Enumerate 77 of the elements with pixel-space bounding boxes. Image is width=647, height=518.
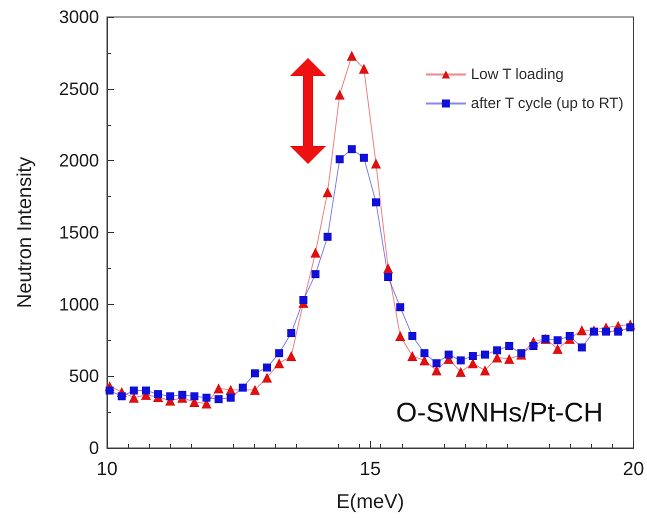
point [214,395,223,404]
point [480,365,490,376]
point [517,349,526,358]
point [130,386,138,395]
x-tick-label: 20 [622,459,644,480]
y-tick-label: 2500 [58,78,99,99]
point [299,296,308,304]
point [566,332,574,340]
point [310,248,320,258]
point [456,366,466,377]
x-tick-label: 10 [96,459,118,480]
point [626,323,634,332]
point [396,303,404,312]
y-tick-label: 3000 [58,7,99,27]
point [552,344,563,354]
point [336,155,344,164]
point [576,325,587,336]
point [178,390,186,399]
point [118,392,126,400]
point [226,394,235,402]
y-tick-label: 2000 [58,150,99,171]
point [346,50,357,61]
point [432,359,441,368]
legend-label: Low T loading [470,66,564,83]
point [322,187,333,198]
point [275,349,284,358]
point [505,342,514,350]
x-axis-title: E(meV) [336,491,404,513]
legend-label: after T cycle (up to RT) [470,95,624,112]
point [262,372,272,383]
point [250,369,259,378]
point [274,358,284,368]
point [504,354,514,364]
point [554,336,562,344]
point [214,383,224,394]
point [578,343,586,352]
point [614,328,622,336]
point [263,364,272,372]
point [371,158,382,169]
point [202,394,210,402]
point [383,263,394,274]
point [372,198,380,206]
point [384,273,392,282]
point [360,154,368,162]
annotation: O-SWNHs/Pt-CH [396,398,603,428]
point [395,330,406,341]
point [324,232,332,241]
point [456,356,465,364]
point [590,328,598,336]
y-tick-label: 0 [88,438,99,458]
point [190,392,198,400]
point [420,349,428,358]
point [480,350,489,359]
y-tick-label: 500 [68,366,99,386]
y-tick-label: 1500 [58,222,99,242]
point [142,386,150,395]
point [286,351,296,362]
point [493,346,502,354]
point [529,342,538,350]
point [602,328,610,336]
point [287,329,296,338]
point [311,270,320,278]
point [154,390,162,398]
point [444,350,453,359]
y-tick-label: 1000 [58,294,99,314]
point [407,351,418,362]
point [358,64,369,74]
point [408,332,416,340]
point [250,384,260,395]
point [348,145,356,154]
point [106,386,114,395]
point [238,384,247,392]
point [166,392,174,400]
point [468,352,477,360]
point [334,90,345,100]
x-tick-label: 15 [360,459,381,480]
y-axis-title: Neutron Intensity [14,156,36,308]
